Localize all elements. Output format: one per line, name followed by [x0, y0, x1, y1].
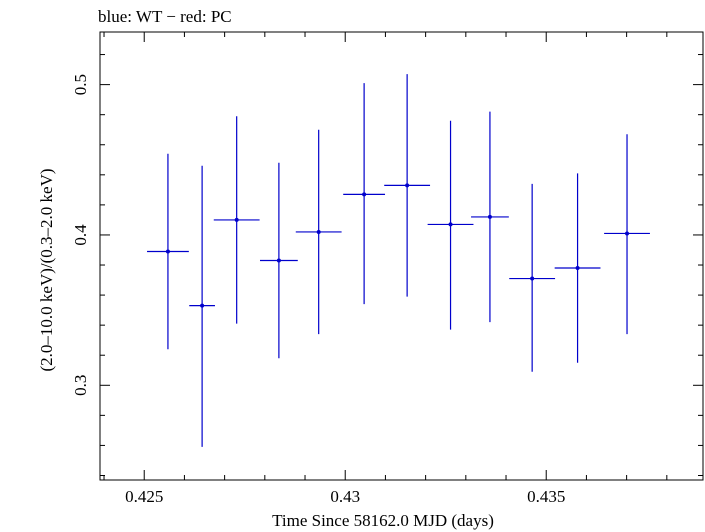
- data-point: [214, 116, 260, 323]
- data-point: [428, 121, 474, 330]
- data-point: [189, 166, 215, 447]
- y-axis-label: (2.0–10.0 keV)/(0.3–2.0 keV): [37, 168, 56, 371]
- y-tick-label: 0.3: [71, 375, 90, 396]
- point-marker: [362, 192, 366, 196]
- point-marker: [235, 218, 239, 222]
- point-marker: [488, 215, 492, 219]
- x-tick-label: 0.43: [330, 487, 360, 506]
- y-tick-label: 0.5: [71, 74, 90, 95]
- chart: blue: WT − red: PC 0.425 0.43 0.435 0.3 0.4 0…: [0, 0, 705, 532]
- data-point: [555, 173, 601, 362]
- point-marker: [277, 259, 281, 263]
- point-marker: [405, 183, 409, 187]
- data-series: [147, 74, 650, 447]
- axis-ticks: [100, 32, 703, 480]
- data-point: [343, 83, 385, 304]
- y-tick-label: 0.4: [71, 224, 90, 246]
- point-marker: [449, 222, 453, 226]
- data-point: [509, 184, 555, 372]
- data-point: [604, 134, 650, 334]
- chart-title: blue: WT − red: PC: [98, 7, 232, 26]
- point-marker: [200, 304, 204, 308]
- data-point: [471, 112, 509, 322]
- point-marker: [576, 266, 580, 270]
- data-point: [147, 154, 189, 349]
- x-tick-label: 0.435: [527, 487, 565, 506]
- point-marker: [625, 231, 629, 235]
- point-marker: [317, 230, 321, 234]
- x-tick-label: 0.425: [125, 487, 163, 506]
- x-axis-label: Time Since 58162.0 MJD (days): [272, 511, 494, 530]
- data-point: [296, 130, 342, 334]
- plot-frame: [100, 32, 703, 480]
- data-point: [260, 163, 298, 358]
- point-marker: [166, 249, 170, 253]
- point-marker: [530, 277, 534, 281]
- data-point: [384, 74, 430, 296]
